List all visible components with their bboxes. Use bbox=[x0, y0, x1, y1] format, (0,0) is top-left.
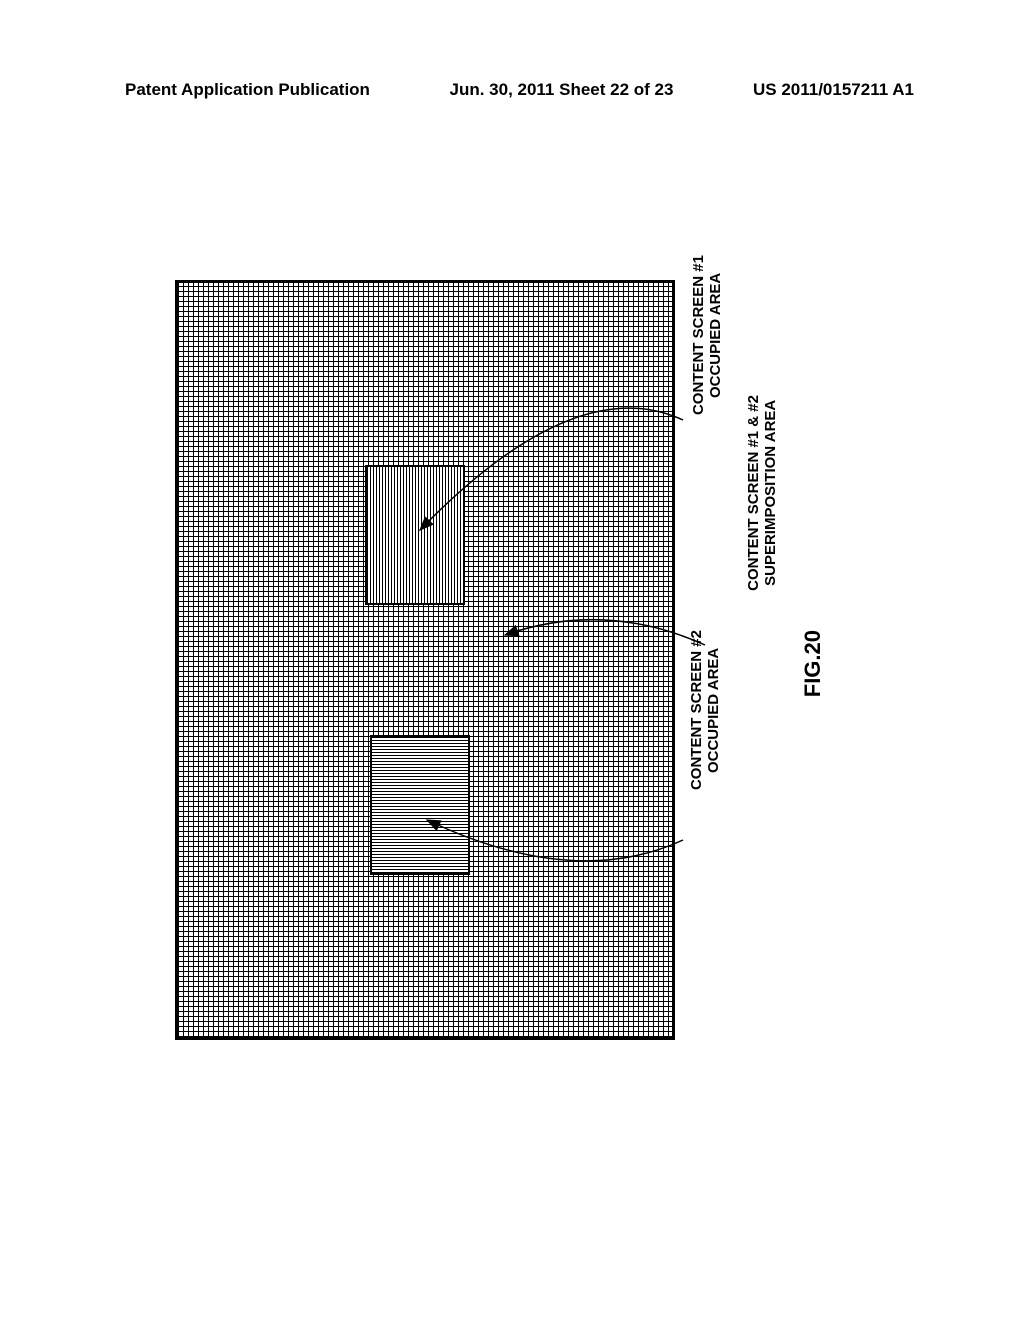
label-content-screen-1: CONTENT SCREEN #1OCCUPIED AREA bbox=[690, 255, 724, 415]
figure-number-label: FIG.20 bbox=[800, 630, 826, 697]
label-superimposition: CONTENT SCREEN #1 & #2SUPERIMPOSITION AR… bbox=[745, 395, 779, 591]
main-display-rect bbox=[175, 280, 675, 1040]
content-screen-1-rect bbox=[365, 465, 465, 605]
figure-container bbox=[175, 280, 675, 1040]
label-content-screen-2: CONTENT SCREEN #2OCCUPIED AREA bbox=[688, 630, 722, 790]
content-screen-2-rect bbox=[370, 735, 470, 875]
page-header: Patent Application Publication Jun. 30, … bbox=[0, 80, 1024, 100]
header-right: US 2011/0157211 A1 bbox=[753, 80, 914, 100]
header-center: Jun. 30, 2011 Sheet 22 of 23 bbox=[449, 80, 673, 100]
header-left: Patent Application Publication bbox=[125, 80, 370, 100]
